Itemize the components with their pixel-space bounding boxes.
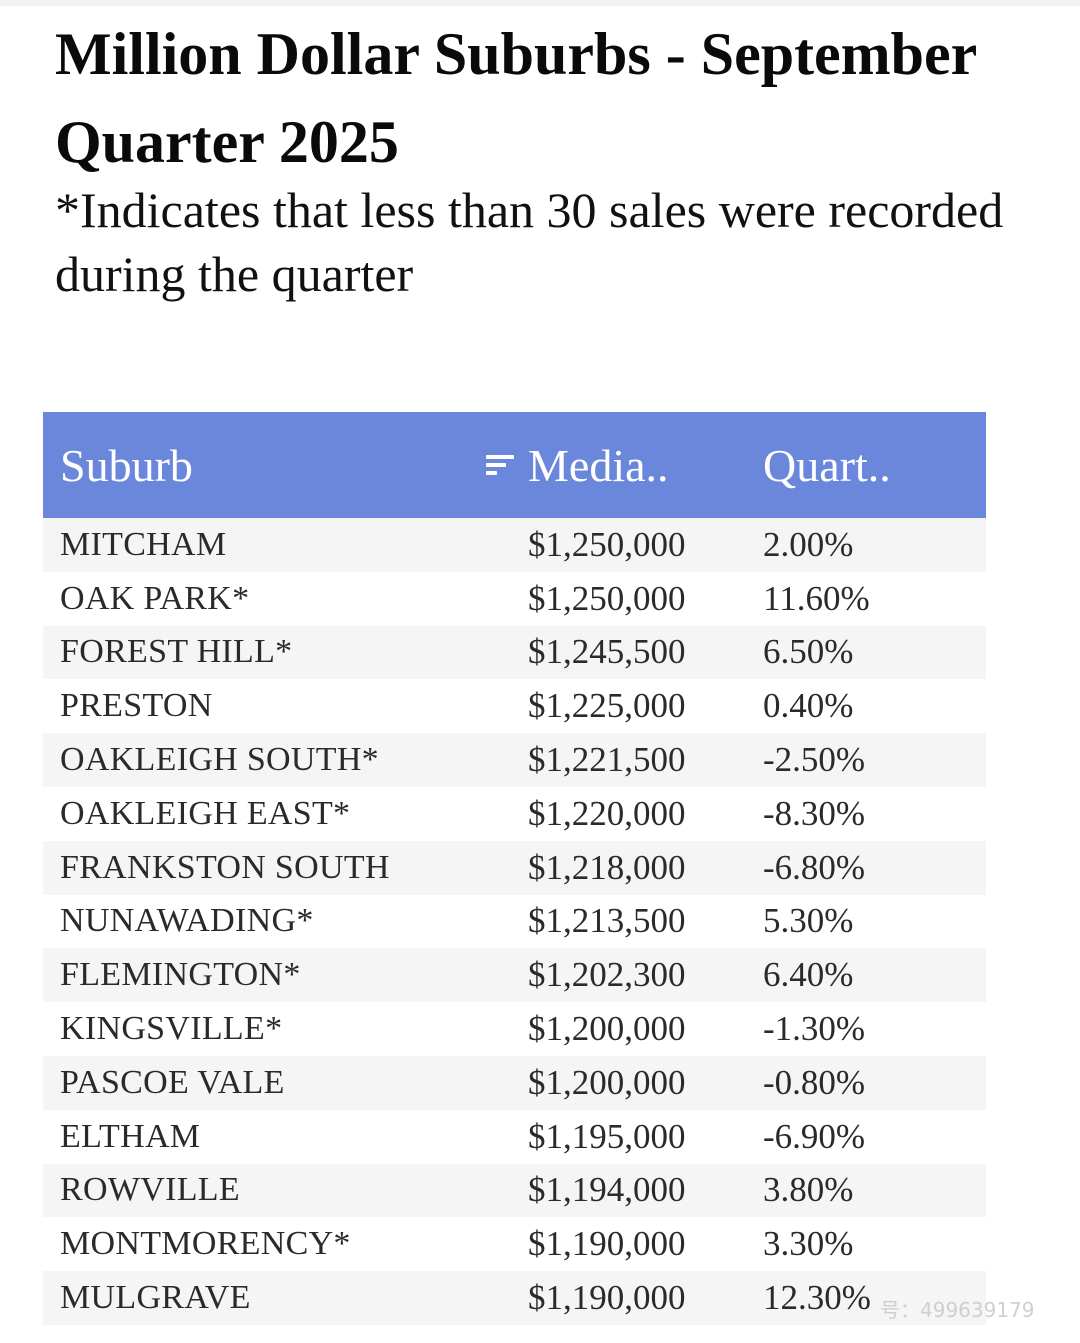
suburb-cell: FOREST HILL* (60, 633, 293, 671)
sort-lines-icon[interactable] (484, 448, 518, 482)
quarterly-change-cell: -8.30% (763, 793, 866, 833)
data-table-container: Suburb Media.. Quart.. MITCHAM $1,250,000… (43, 412, 986, 1325)
table-row: OAK PARK* $1,250,000 11.60% (43, 571, 986, 626)
quarterly-change-cell: 0.40% (763, 686, 854, 726)
median-price-cell: $1,200,000 (528, 1009, 686, 1049)
table-row: ELTHAM $1,195,000 -6.90% (43, 1109, 986, 1164)
median-price-cell: $1,250,000 (528, 578, 686, 618)
quarterly-change-cell: 3.30% (763, 1224, 854, 1264)
table-header-row: Suburb Media.. Quart.. (43, 412, 986, 518)
quarterly-change-cell: 12.30% (763, 1278, 871, 1318)
column-header-suburb[interactable]: Suburb (43, 412, 528, 518)
median-price-cell: $1,218,000 (528, 847, 686, 887)
table-row: ROWVILLE $1,194,000 3.80% (43, 1163, 986, 1218)
table-row: PRESTON $1,225,000 0.40% (43, 679, 986, 734)
suburb-cell: MONTMORENCY* (60, 1225, 351, 1263)
column-header-label: Suburb (60, 439, 193, 491)
table-row: FRANKSTON SOUTH $1,218,000 -6.80% (43, 840, 986, 895)
median-price-cell: $1,225,000 (528, 686, 686, 726)
suburb-cell: PASCOE VALE (60, 1063, 285, 1101)
quarterly-change-cell: -6.90% (763, 1116, 866, 1156)
suburb-cell: ELTHAM (60, 1117, 201, 1155)
table-row: OAKLEIGH EAST* $1,220,000 -8.30% (43, 786, 986, 841)
quarterly-change-cell: 3.80% (763, 1170, 854, 1210)
table-row: MONTMORENCY* $1,190,000 3.30% (43, 1217, 986, 1272)
median-price-cell: $1,190,000 (528, 1278, 686, 1318)
suburb-table: Suburb Media.. Quart.. MITCHAM $1,250,000… (43, 412, 986, 1325)
page-subtitle: *Indicates that less than 30 sales were … (55, 182, 1004, 302)
quarterly-change-cell: -0.80% (763, 1062, 866, 1102)
quarterly-change-cell: 6.40% (763, 955, 854, 995)
suburb-cell: KINGSVILLE* (60, 1010, 283, 1048)
suburb-cell: MITCHAM (60, 525, 227, 563)
median-price-cell: $1,195,000 (528, 1116, 686, 1156)
quarterly-change-cell: 6.50% (763, 632, 854, 672)
table-row: FLEMINGTON* $1,202,300 6.40% (43, 948, 986, 1003)
median-price-cell: $1,213,500 (528, 901, 686, 941)
column-header-median[interactable]: Media.. (528, 439, 669, 491)
median-price-cell: $1,221,500 (528, 740, 686, 780)
table-row: FOREST HILL* $1,245,500 6.50% (43, 625, 986, 680)
table-row: OAKLEIGH SOUTH* $1,221,500 -2.50% (43, 733, 986, 787)
suburb-cell: FRANKSTON SOUTH (60, 848, 390, 886)
table-row: NUNAWADING* $1,213,500 5.30% (43, 894, 986, 949)
top-strip (0, 0, 1080, 6)
suburb-cell: OAKLEIGH EAST* (60, 794, 351, 832)
suburb-cell: ROWVILLE (60, 1171, 240, 1209)
median-price-cell: $1,202,300 (528, 955, 686, 995)
suburb-cell: OAKLEIGH SOUTH* (60, 741, 379, 779)
median-price-cell: $1,245,500 (528, 632, 686, 672)
column-header-quarterly-change[interactable]: Quart.. (763, 439, 891, 491)
table-body: MITCHAM $1,250,000 2.00% OAK PARK* $1,250,00… (43, 518, 986, 1325)
page-title: Million Dollar Suburbs - September Quart… (55, 21, 977, 175)
median-price-cell: $1,200,000 (528, 1062, 686, 1102)
median-price-cell: $1,190,000 (528, 1224, 686, 1264)
table-row: MITCHAM $1,250,000 2.00% (43, 518, 986, 572)
quarterly-change-cell: -2.50% (763, 740, 866, 780)
median-price-cell: $1,220,000 (528, 793, 686, 833)
suburb-cell: PRESTON (60, 687, 213, 725)
table-row: KINGSVILLE* $1,200,000 -1.30% (43, 1002, 986, 1056)
suburb-cell: OAK PARK* (60, 579, 250, 617)
quarterly-change-cell: -1.30% (763, 1009, 866, 1049)
watermark-text: 号：499639179 (880, 1298, 1035, 1322)
median-price-cell: $1,194,000 (528, 1170, 686, 1210)
quarterly-change-cell: 5.30% (763, 901, 854, 941)
table-row: PASCOE VALE $1,200,000 -0.80% (43, 1055, 986, 1110)
table-row: MULGRAVE $1,190,000 12.30% (43, 1271, 986, 1325)
quarterly-change-cell: -6.80% (763, 847, 866, 887)
suburb-cell: NUNAWADING* (60, 902, 314, 940)
suburb-cell: MULGRAVE (60, 1279, 251, 1317)
quarterly-change-cell: 2.00% (763, 524, 854, 564)
median-price-cell: $1,250,000 (528, 524, 686, 564)
quarterly-change-cell: 11.60% (763, 578, 870, 618)
suburb-cell: FLEMINGTON* (60, 956, 301, 994)
